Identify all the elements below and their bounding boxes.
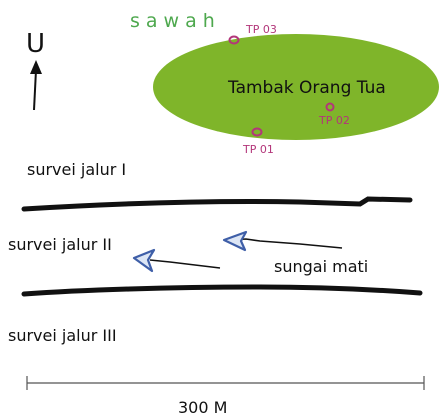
test-pit-label-tp01: TP 01 (242, 143, 274, 156)
pond-area (153, 34, 439, 140)
river-label: sungai mati (274, 257, 368, 276)
survey-line-1-label: survei jalur I (27, 160, 126, 179)
survey-line-3-label: survei jalur III (8, 326, 117, 345)
test-pit-label-tp03: TP 03 (245, 23, 277, 36)
flow-arrow-icon (222, 230, 248, 252)
flow-arrow-icon (132, 248, 156, 273)
test-pit-marker-tp03 (228, 35, 240, 45)
scale-label: 300 M (178, 398, 227, 417)
test-pit-marker-tp01 (251, 127, 263, 137)
test-pit-label-tp02: TP 02 (318, 114, 350, 127)
north-arrow-shaft (33, 69, 37, 111)
survey-line-3 (21, 284, 423, 297)
river-channel-lower (149, 259, 221, 269)
pond-label: Tambak Orang Tua (227, 78, 386, 98)
test-pit-marker-tp02 (325, 102, 335, 112)
river-channel-upper (229, 238, 343, 249)
north-arrow-icon (30, 60, 42, 74)
north-label: U (26, 29, 45, 59)
survey-line-2-label: survei jalur II (8, 235, 112, 254)
field-label: sawah (130, 10, 221, 32)
survey-line-1 (21, 196, 413, 212)
